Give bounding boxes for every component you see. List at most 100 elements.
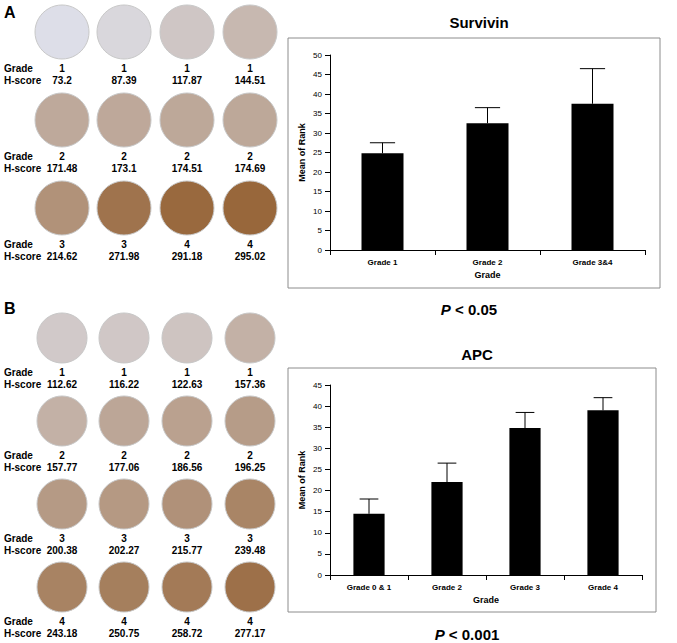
svg-text:Grade: Grade xyxy=(4,450,33,461)
svg-text:10: 10 xyxy=(313,207,322,216)
svg-text:2: 2 xyxy=(121,450,127,461)
svg-text:202.27: 202.27 xyxy=(109,545,140,556)
svg-text:Grade: Grade xyxy=(473,595,499,605)
svg-text:Grade 2: Grade 2 xyxy=(432,583,462,592)
svg-text:10: 10 xyxy=(313,528,322,537)
svg-text:1: 1 xyxy=(247,63,253,74)
svg-text:2: 2 xyxy=(121,151,127,162)
svg-text:1: 1 xyxy=(59,63,65,74)
svg-text:40: 40 xyxy=(313,90,322,99)
svg-text:174.69: 174.69 xyxy=(235,163,266,174)
svg-text:250.75: 250.75 xyxy=(109,628,140,639)
svg-text:Grade: Grade xyxy=(4,239,33,250)
svg-text:Grade: Grade xyxy=(4,151,33,162)
svg-text:4: 4 xyxy=(59,616,65,627)
svg-text:30: 30 xyxy=(313,129,322,138)
svg-text:157.36: 157.36 xyxy=(235,379,266,390)
svg-text:258.72: 258.72 xyxy=(172,628,203,639)
svg-text:5: 5 xyxy=(318,549,323,558)
svg-text:4: 4 xyxy=(121,616,127,627)
svg-text:1: 1 xyxy=(184,367,190,378)
svg-text:A: A xyxy=(4,4,16,21)
svg-text:Grade 3&4: Grade 3&4 xyxy=(572,258,613,267)
svg-text:2: 2 xyxy=(247,450,253,461)
svg-text:73.2: 73.2 xyxy=(52,75,72,86)
svg-text:3: 3 xyxy=(59,533,65,544)
svg-text:3: 3 xyxy=(121,239,127,250)
svg-text:239.48: 239.48 xyxy=(235,545,266,556)
svg-text:3: 3 xyxy=(59,239,65,250)
svg-text:30: 30 xyxy=(313,444,322,453)
svg-text:1: 1 xyxy=(184,63,190,74)
svg-text:Mean of Rank: Mean of Rank xyxy=(297,450,307,510)
svg-text:177.06: 177.06 xyxy=(109,462,140,473)
svg-text:186.56: 186.56 xyxy=(172,462,203,473)
svg-text:5: 5 xyxy=(318,226,323,235)
svg-text:45: 45 xyxy=(313,70,322,79)
svg-text:Grade: Grade xyxy=(4,616,33,627)
svg-text:215.77: 215.77 xyxy=(172,545,203,556)
svg-text:171.48: 171.48 xyxy=(47,163,78,174)
svg-text:< 0.001: < 0.001 xyxy=(445,626,500,643)
svg-text:214.62: 214.62 xyxy=(47,251,78,262)
svg-text:45: 45 xyxy=(313,381,322,390)
svg-text:B: B xyxy=(4,300,16,317)
svg-text:117.87: 117.87 xyxy=(172,75,202,86)
svg-text:291.18: 291.18 xyxy=(172,251,203,262)
svg-text:2: 2 xyxy=(184,151,190,162)
svg-text:2: 2 xyxy=(59,151,65,162)
svg-text:Grade: Grade xyxy=(4,533,33,544)
svg-text:35: 35 xyxy=(313,109,322,118)
svg-text:Grade 3: Grade 3 xyxy=(510,583,540,592)
svg-text:196.25: 196.25 xyxy=(235,462,266,473)
svg-text:116.22: 116.22 xyxy=(109,379,139,390)
svg-text:Survivin: Survivin xyxy=(449,14,508,31)
svg-text:277.17: 277.17 xyxy=(235,628,266,639)
svg-text:H-score: H-score xyxy=(4,462,42,473)
svg-text:15: 15 xyxy=(313,187,322,196)
svg-text:Grade: Grade xyxy=(474,270,500,280)
svg-text:295.02: 295.02 xyxy=(235,251,266,262)
svg-text:3: 3 xyxy=(121,533,127,544)
svg-text:50: 50 xyxy=(313,51,322,60)
svg-text:20: 20 xyxy=(313,168,322,177)
svg-text:87.39: 87.39 xyxy=(111,75,136,86)
svg-text:35: 35 xyxy=(313,423,322,432)
svg-text:< 0.05: < 0.05 xyxy=(451,301,497,318)
svg-text:Grade 4: Grade 4 xyxy=(588,583,618,592)
svg-text:15: 15 xyxy=(313,507,322,516)
svg-text:4: 4 xyxy=(184,239,190,250)
svg-text:Mean of Rank: Mean of Rank xyxy=(297,122,307,182)
svg-text:271.98: 271.98 xyxy=(109,251,140,262)
svg-text:2: 2 xyxy=(59,450,65,461)
svg-text:1: 1 xyxy=(59,367,65,378)
svg-text:3: 3 xyxy=(184,533,190,544)
svg-text:Grade: Grade xyxy=(4,367,33,378)
svg-text:APC: APC xyxy=(461,346,493,363)
svg-text:H-score: H-score xyxy=(4,379,42,390)
svg-text:200.38: 200.38 xyxy=(47,545,78,556)
svg-text:25: 25 xyxy=(313,148,322,157)
svg-text:H-score: H-score xyxy=(4,545,42,556)
svg-text:2: 2 xyxy=(247,151,253,162)
svg-text:112.62: 112.62 xyxy=(47,379,77,390)
svg-text:H-score: H-score xyxy=(4,163,42,174)
svg-text:1: 1 xyxy=(121,63,127,74)
svg-text:20: 20 xyxy=(313,486,322,495)
svg-text:122.63: 122.63 xyxy=(172,379,203,390)
svg-text:H-score: H-score xyxy=(4,628,42,639)
svg-text:173.1: 173.1 xyxy=(111,163,136,174)
svg-text:40: 40 xyxy=(313,402,322,411)
svg-text:25: 25 xyxy=(313,465,322,474)
svg-text:3: 3 xyxy=(247,533,253,544)
svg-text:144.51: 144.51 xyxy=(235,75,266,86)
svg-text:157.77: 157.77 xyxy=(47,462,78,473)
svg-text:0: 0 xyxy=(318,571,323,580)
svg-text:0: 0 xyxy=(318,246,323,255)
svg-text:Grade 0 & 1: Grade 0 & 1 xyxy=(347,583,392,592)
svg-text:Grade: Grade xyxy=(4,63,33,74)
svg-text:174.51: 174.51 xyxy=(172,163,203,174)
svg-text:H-score: H-score xyxy=(4,75,42,86)
svg-text:4: 4 xyxy=(247,239,253,250)
svg-text:Grade 1: Grade 1 xyxy=(368,258,398,267)
